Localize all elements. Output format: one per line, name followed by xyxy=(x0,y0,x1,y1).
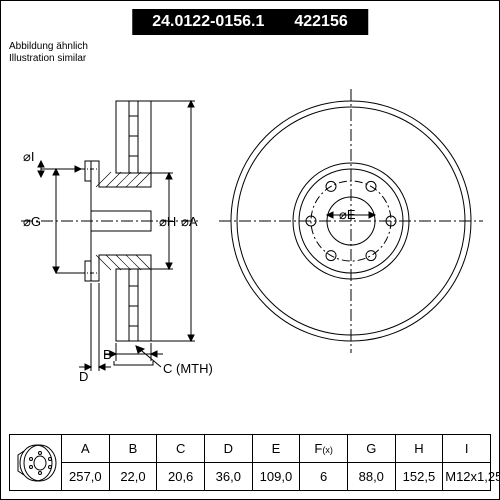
label-C: C (MTH) xyxy=(163,361,213,376)
subtitle-line1: Abbildung ähnlich xyxy=(9,41,88,53)
table-header-row: A B C D E F(x) G H I xyxy=(10,435,491,463)
val-A: 257,0 xyxy=(62,463,110,491)
col-B: B xyxy=(109,435,157,463)
col-I: I xyxy=(443,435,491,463)
val-B: 22,0 xyxy=(109,463,157,491)
val-G: 88,0 xyxy=(347,463,395,491)
col-D: D xyxy=(204,435,252,463)
label-B: B xyxy=(103,347,112,362)
col-C: C xyxy=(157,435,205,463)
col-F: F(x) xyxy=(300,435,348,463)
disc-icon-cell xyxy=(10,435,62,491)
table-value-row: 257,0 22,0 20,6 36,0 109,0 6 88,0 152,5 … xyxy=(10,463,491,491)
technical-drawing: ⌀I ⌀G ⌀H ⌀A ⌀E B D C (MTH) xyxy=(1,61,500,381)
col-G: G xyxy=(347,435,395,463)
col-H: H xyxy=(395,435,443,463)
diagram-container: 24.0122-0156.1 422156 Abbildung ähnlich I… xyxy=(0,0,500,500)
dimension-table: A B C D E F(x) G H I 257,0 22,0 20,6 36,… xyxy=(9,434,491,491)
short-code: 422156 xyxy=(294,13,347,30)
val-H: 152,5 xyxy=(395,463,443,491)
label-diaA: ⌀A xyxy=(181,214,198,229)
val-F: 6 xyxy=(300,463,348,491)
label-diaH: ⌀H xyxy=(159,214,176,229)
label-diaE: ⌀E xyxy=(339,207,356,222)
val-I: M12x1,25 xyxy=(443,463,491,491)
label-diaI: ⌀I xyxy=(23,149,34,164)
label-diaG: ⌀G xyxy=(23,214,41,229)
title-bar: 24.0122-0156.1 422156 xyxy=(132,9,368,35)
val-C: 20,6 xyxy=(157,463,205,491)
part-number: 24.0122-0156.1 xyxy=(152,13,264,30)
col-E: E xyxy=(252,435,300,463)
val-E: 109,0 xyxy=(252,463,300,491)
col-A: A xyxy=(62,435,110,463)
label-D: D xyxy=(79,369,88,381)
val-D: 36,0 xyxy=(204,463,252,491)
